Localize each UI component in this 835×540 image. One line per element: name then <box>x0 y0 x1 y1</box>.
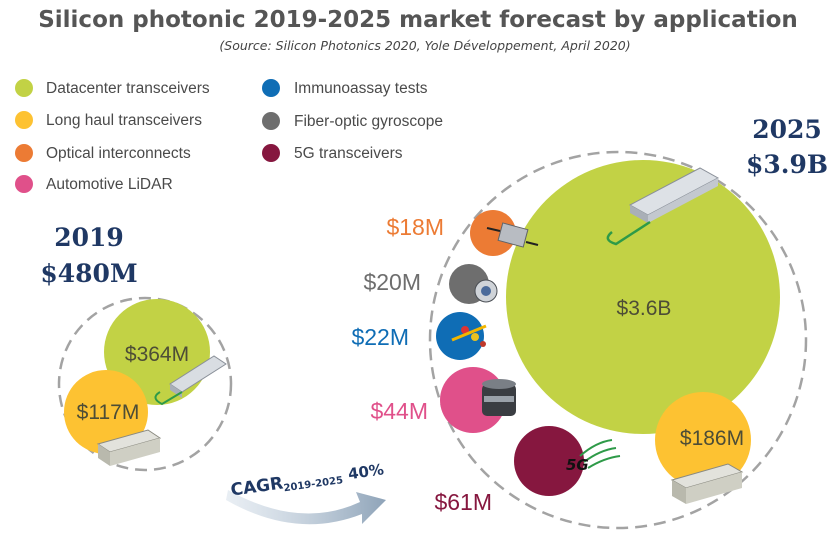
cagr-text: CAGR <box>229 473 284 500</box>
legend-item-datacenter: Datacenter transceivers <box>15 79 210 97</box>
year-2025-label: 2025 <box>752 115 822 144</box>
bubble-2019-longhaul <box>64 370 148 454</box>
value-label-2025-longhaul: $186M <box>680 427 744 450</box>
cagr-subscript: 2019-2025 <box>283 475 344 494</box>
legend-label-optical: Optical interconnects <box>46 145 191 162</box>
gyroscope-icon <box>474 279 498 303</box>
legend-swatch-datacenter <box>15 79 33 97</box>
value-label-2019-datacenter: $364M <box>125 343 189 366</box>
value-label-2025-5g: $61M <box>434 489 492 515</box>
legend-swatch-gyro <box>262 112 280 130</box>
legend-item-5g: 5G transceivers <box>262 144 403 162</box>
legend-swatch-optical <box>15 144 33 162</box>
transceiver-icon <box>606 167 720 246</box>
svg-text:5G: 5G <box>566 456 589 474</box>
legend-item-lidar: Automotive LiDAR <box>15 175 173 193</box>
legend-item-longhaul: Long haul transceivers <box>15 111 202 129</box>
legend-swatch-5g <box>262 144 280 162</box>
legend-swatch-lidar <box>15 175 33 193</box>
total-circle-2019 <box>57 296 233 472</box>
legend-item-optical: Optical interconnects <box>15 144 191 162</box>
legend-label-gyro: Fiber-optic gyroscope <box>294 113 443 130</box>
legend-label-longhaul: Long haul transceivers <box>46 112 202 129</box>
total-2025-label: $3.9B <box>746 150 828 179</box>
bubble-2025-datacenter <box>506 160 780 434</box>
value-label-2025-immuno: $22M <box>351 324 409 350</box>
chart-title: Silicon photonic 2019-2025 market foreca… <box>38 7 798 33</box>
immunoassay-icon <box>451 324 487 347</box>
legend-item-immuno: Immunoassay tests <box>262 79 428 97</box>
cagr-arrow <box>226 490 386 525</box>
long-haul-module-icon <box>96 429 162 466</box>
value-label-2025-datacenter: $3.6B <box>617 297 672 320</box>
legend-label-5g: 5G transceivers <box>294 145 403 162</box>
5g-signal-icon: 5G <box>566 439 621 474</box>
cagr-value: 40% <box>347 460 385 483</box>
optical-interconnect-chip-icon <box>486 222 539 248</box>
transceiver-icon <box>154 355 227 406</box>
total-circle-2025 <box>428 150 808 530</box>
lidar-sensor-icon <box>482 379 516 416</box>
legend-label-lidar: Automotive LiDAR <box>46 176 173 193</box>
long-haul-module-icon <box>670 463 744 504</box>
value-label-2025-gyro: $20M <box>363 269 421 295</box>
legend: Datacenter transceivers Long haul transc… <box>15 79 443 193</box>
legend-item-gyro: Fiber-optic gyroscope <box>262 112 443 130</box>
value-label-2019-longhaul: $117M <box>77 401 140 424</box>
legend-swatch-longhaul <box>15 111 33 129</box>
bubble-2025-5g <box>514 426 584 496</box>
value-label-2025-optical: $18M <box>386 214 444 240</box>
bubble-2025-optical <box>470 210 516 256</box>
legend-label-datacenter: Datacenter transceivers <box>46 80 210 97</box>
legend-label-immuno: Immunoassay tests <box>294 80 428 97</box>
value-label-2025-lidar: $44M <box>370 398 428 424</box>
chart-source: (Source: Silicon Photonics 2020, Yole Dé… <box>219 38 630 53</box>
year-2019-label: 2019 <box>54 223 124 252</box>
legend-swatch-immuno <box>262 79 280 97</box>
total-2019-label: $480M <box>40 259 137 288</box>
